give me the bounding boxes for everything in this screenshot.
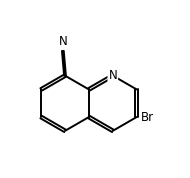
Text: Br: Br (141, 111, 154, 124)
Text: N: N (59, 35, 67, 48)
Text: N: N (108, 69, 117, 82)
